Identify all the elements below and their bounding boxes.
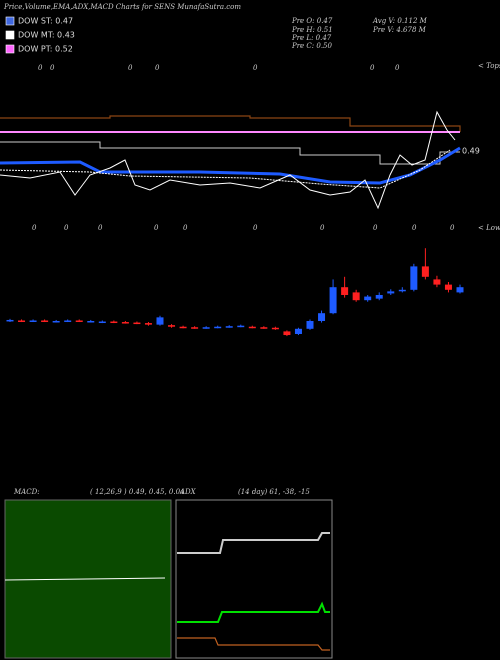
low-marker: 0 <box>320 224 325 232</box>
candle-body <box>398 289 406 292</box>
pt-line <box>0 115 461 132</box>
stat: Pre O: 0.47 <box>291 17 333 25</box>
candle-body <box>318 313 326 321</box>
candle-body <box>110 321 118 324</box>
macd-label: MACD: <box>13 488 40 496</box>
last-label: 0.49 <box>462 147 480 156</box>
top-marker: 0 <box>395 64 400 72</box>
adx-values: (14 day) 61, -38, -15 <box>238 488 310 496</box>
plus-di <box>177 601 330 623</box>
candle-body <box>329 287 337 314</box>
candle-body <box>121 322 129 324</box>
candle-body <box>6 319 14 322</box>
lows-label: < Lows <box>478 224 500 232</box>
candle-body <box>144 323 152 325</box>
candle-body <box>283 331 291 336</box>
candle-body <box>41 320 49 322</box>
candle-body <box>421 266 429 277</box>
tops-label: < Tops <box>478 62 500 70</box>
macd-line <box>4 577 166 581</box>
candle-body <box>98 321 106 324</box>
legend-entry: DOW PT: 0.52 <box>18 45 73 54</box>
low-marker: 0 <box>64 224 69 232</box>
low-marker: 0 <box>373 224 378 232</box>
legend-swatch <box>5 16 15 26</box>
adx-panel <box>175 499 333 659</box>
candle-body <box>352 292 360 301</box>
legend-entry: DOW MT: 0.43 <box>18 31 75 40</box>
chart-title: Price,Volume,EMA,ADX,MACD Charts for SEN… <box>3 3 241 11</box>
legend-swatch <box>5 30 15 40</box>
candle-body <box>191 327 199 329</box>
candle-body <box>248 326 256 329</box>
macd-values: ( 12,26,9 ) 0.49, 0.45, 0.04 <box>90 488 185 496</box>
candle-body <box>306 321 314 329</box>
candle-body <box>168 325 176 327</box>
candle-body <box>18 320 26 322</box>
candle-body <box>364 296 372 301</box>
top-marker: 0 <box>50 64 55 72</box>
candle-body <box>87 321 95 323</box>
stat: Pre H: 0.51 <box>291 26 333 34</box>
candle-body <box>202 327 210 329</box>
legend-entry: DOW ST: 0.47 <box>18 17 73 26</box>
candle-body <box>444 284 452 290</box>
top-marker: 0 <box>155 64 160 72</box>
low-marker: 0 <box>183 224 188 232</box>
candle-body <box>52 321 60 323</box>
candle-body <box>271 327 279 330</box>
candle-body <box>294 328 302 334</box>
candle-body <box>29 320 37 322</box>
candle-body <box>156 317 164 325</box>
candle-body <box>225 326 233 328</box>
candle-body <box>75 320 83 322</box>
candle-body <box>133 322 141 325</box>
legend-swatch <box>5 44 15 54</box>
candle-body <box>179 326 187 329</box>
low-marker: 0 <box>32 224 37 232</box>
candle-body <box>375 295 383 299</box>
st-line <box>0 146 461 185</box>
ema-line <box>0 141 460 165</box>
top-marker: 0 <box>370 64 375 72</box>
minus-di <box>177 637 330 651</box>
candle-body <box>237 325 245 328</box>
candle-body <box>214 326 222 329</box>
stat: Pre V: 4.678 M <box>372 26 427 34</box>
candle-body <box>260 327 268 329</box>
adx-label: ADX <box>179 488 197 496</box>
stat: Pre C: 0.50 <box>291 42 332 50</box>
candle-body <box>341 287 349 295</box>
top-marker: 0 <box>128 64 133 72</box>
low-marker: 0 <box>98 224 103 232</box>
low-marker: 0 <box>253 224 258 232</box>
price-line <box>0 110 456 210</box>
top-marker: 0 <box>38 64 43 72</box>
candle-body <box>387 291 395 294</box>
low-marker: 0 <box>412 224 417 232</box>
stat: Pre L: 0.47 <box>291 34 332 42</box>
candle-body <box>456 287 464 293</box>
stat: Avg V: 0.112 M <box>372 17 428 25</box>
candle-body <box>433 279 441 285</box>
low-marker: 0 <box>450 224 455 232</box>
adx-line <box>177 532 330 554</box>
low-marker: 0 <box>154 224 159 232</box>
candle-body <box>410 266 418 290</box>
candle-body <box>64 320 72 322</box>
top-marker: 0 <box>253 64 258 72</box>
